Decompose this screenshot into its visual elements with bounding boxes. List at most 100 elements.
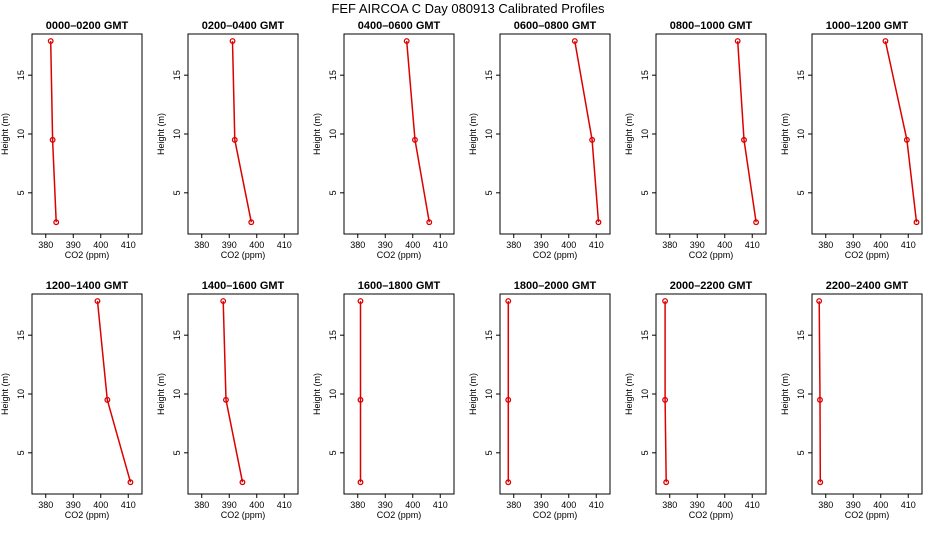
plot-frame	[499, 33, 611, 235]
x-tick-label: 390	[66, 240, 81, 250]
x-tick-label: 400	[249, 240, 264, 250]
panel-title: 0000–0200 GMT	[46, 20, 129, 32]
y-tick-label: 15	[172, 330, 182, 340]
profile-line	[96, 301, 132, 483]
x-tick-label: 410	[121, 240, 136, 250]
y-axis-label: Height (m)	[312, 373, 322, 415]
y-tick-label: 15	[16, 70, 26, 80]
profile-line	[664, 301, 667, 483]
y-tick-label: 5	[640, 190, 650, 195]
plot-frame	[499, 293, 611, 495]
data-point	[220, 298, 227, 305]
data-point	[662, 298, 669, 305]
x-axis-label: CO2 (ppm)	[689, 510, 734, 520]
x-tick-label: 380	[506, 500, 521, 510]
x-tick-label: 380	[38, 240, 53, 250]
panel: 1400–1600 GMT 380 390 400 410 5 10 15 CO2 (ppm) H…	[156, 280, 299, 520]
y-tick-label: 15	[796, 70, 806, 80]
y-axis-label: Height (m)	[0, 373, 10, 415]
y-tick-label: 5	[16, 450, 26, 455]
plot-frame	[343, 33, 455, 235]
panel: 2200–2400 GMT 380 390 400 410 5 10 15 CO2 (ppm) H…	[780, 280, 923, 520]
x-tick-label: 410	[121, 500, 136, 510]
plot-frame	[187, 33, 299, 235]
x-axis-label: CO2 (ppm)	[377, 250, 422, 260]
y-tick-label: 5	[484, 450, 494, 455]
panel: 0000–0200 GMT 380 390 400 410 5 10 15 CO2 (ppm) H…	[0, 20, 143, 260]
x-tick-label: 380	[506, 240, 521, 250]
data-point	[882, 38, 889, 45]
y-axis-label: Height (m)	[156, 373, 166, 415]
x-tick-label: 390	[222, 500, 237, 510]
data-point	[662, 396, 669, 403]
x-tick-label: 400	[249, 500, 264, 510]
x-tick-label: 380	[194, 500, 209, 510]
panel-title: 0600–0800 GMT	[514, 20, 597, 32]
y-axis-label: Height (m)	[0, 113, 10, 155]
x-axis-label: CO2 (ppm)	[533, 510, 578, 520]
plot-frame	[655, 33, 767, 235]
panel: 0200–0400 GMT 380 390 400 410 5 10 15 CO2 (ppm) H…	[156, 20, 299, 260]
x-tick-label: 410	[433, 500, 448, 510]
y-tick-label: 10	[328, 389, 338, 399]
x-tick-label: 410	[433, 240, 448, 250]
x-axis-label: CO2 (ppm)	[65, 250, 110, 260]
profile-line	[574, 40, 600, 223]
profile-line	[736, 41, 757, 223]
y-tick-label: 5	[796, 450, 806, 455]
x-tick-label: 410	[277, 500, 292, 510]
panel-title: 0200–0400 GMT	[202, 20, 285, 32]
x-tick-label: 380	[38, 500, 53, 510]
profile-line	[222, 301, 244, 483]
data-point	[403, 38, 410, 45]
panel: 0800–1000 GMT 380 390 400 410 5 10 15 CO2 (ppm) H…	[624, 20, 767, 260]
panel-title: 1400–1600 GMT	[202, 280, 285, 292]
x-tick-label: 400	[717, 240, 732, 250]
x-tick-label: 400	[873, 500, 888, 510]
x-tick-label: 390	[690, 240, 705, 250]
panel: 2000–2200 GMT 380 390 400 410 5 10 15 CO2 (ppm) H…	[624, 280, 767, 520]
data-point	[913, 219, 920, 226]
x-tick-label: 410	[901, 240, 916, 250]
y-tick-label: 5	[172, 450, 182, 455]
data-point	[903, 136, 910, 143]
x-axis-label: CO2 (ppm)	[689, 250, 734, 260]
x-tick-label: 390	[846, 500, 861, 510]
x-tick-label: 400	[561, 500, 576, 510]
x-tick-label: 380	[818, 240, 833, 250]
x-axis-label: CO2 (ppm)	[845, 250, 890, 260]
data-point	[817, 479, 824, 486]
figure-title: FEF AIRCOA C Day 080913 Calibrated Profi…	[331, 1, 605, 16]
x-axis-label: CO2 (ppm)	[65, 510, 110, 520]
data-point	[505, 479, 512, 486]
profile-line	[231, 41, 253, 223]
y-tick-label: 10	[328, 129, 338, 139]
panel-title: 1600–1800 GMT	[358, 280, 441, 292]
y-tick-label: 10	[796, 129, 806, 139]
panel: 1200–1400 GMT 380 390 400 410 5 10 15 CO2 (ppm) H…	[0, 280, 143, 520]
y-axis-label: Height (m)	[156, 113, 166, 155]
y-tick-label: 5	[16, 190, 26, 195]
data-point	[229, 38, 236, 45]
panel-title: 2000–2200 GMT	[670, 280, 753, 292]
data-point	[357, 396, 364, 403]
x-axis-label: CO2 (ppm)	[845, 510, 890, 520]
x-tick-label: 390	[378, 500, 393, 510]
plot-frame	[187, 293, 299, 495]
panel: 1600–1800 GMT 380 390 400 410 5 10 15 CO2 (ppm) H…	[312, 280, 455, 520]
profile-line	[884, 40, 918, 223]
data-point	[53, 219, 60, 226]
x-tick-label: 400	[405, 500, 420, 510]
y-tick-label: 10	[640, 389, 650, 399]
y-axis-label: Height (m)	[468, 373, 478, 415]
y-tick-label: 10	[16, 389, 26, 399]
data-point	[426, 219, 433, 226]
data-point	[816, 298, 823, 305]
data-point	[239, 479, 246, 486]
y-axis-label: Height (m)	[312, 113, 322, 155]
y-tick-label: 10	[172, 129, 182, 139]
plot-frame	[31, 33, 143, 235]
x-axis-label: CO2 (ppm)	[377, 510, 422, 520]
data-point	[104, 396, 111, 403]
data-point	[753, 219, 760, 226]
